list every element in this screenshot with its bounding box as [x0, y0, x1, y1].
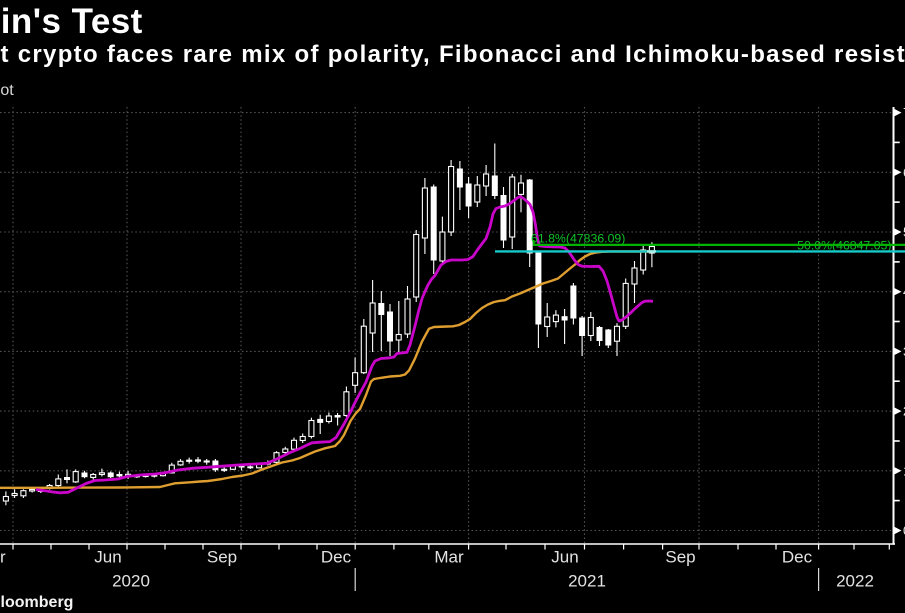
svg-text:Jun: Jun: [551, 548, 578, 567]
svg-text:Mar: Mar: [0, 548, 6, 567]
svg-text:2021: 2021: [568, 572, 606, 591]
svg-text:Jun: Jun: [94, 548, 121, 567]
svg-text:61.8%(47836.09): 61.8%(47836.09): [531, 231, 625, 245]
svg-text:40000: 40000: [903, 284, 905, 299]
svg-text:50000: 50000: [903, 225, 905, 240]
svg-text:10000: 10000: [903, 463, 905, 478]
svg-text:2020: 2020: [112, 572, 150, 591]
svg-text:Sep: Sep: [207, 548, 237, 567]
svg-text:2022: 2022: [836, 572, 874, 591]
svg-text:Dec: Dec: [782, 548, 813, 567]
svg-text:0: 0: [903, 523, 905, 538]
svg-text:Dec: Dec: [321, 548, 352, 567]
svg-text:60000: 60000: [903, 165, 905, 180]
svg-text:70000: 70000: [903, 105, 905, 120]
svg-text:Sep: Sep: [665, 548, 695, 567]
svg-text:Mar: Mar: [434, 548, 464, 567]
svg-text:30000: 30000: [903, 344, 905, 359]
svg-text:20000: 20000: [903, 404, 905, 419]
